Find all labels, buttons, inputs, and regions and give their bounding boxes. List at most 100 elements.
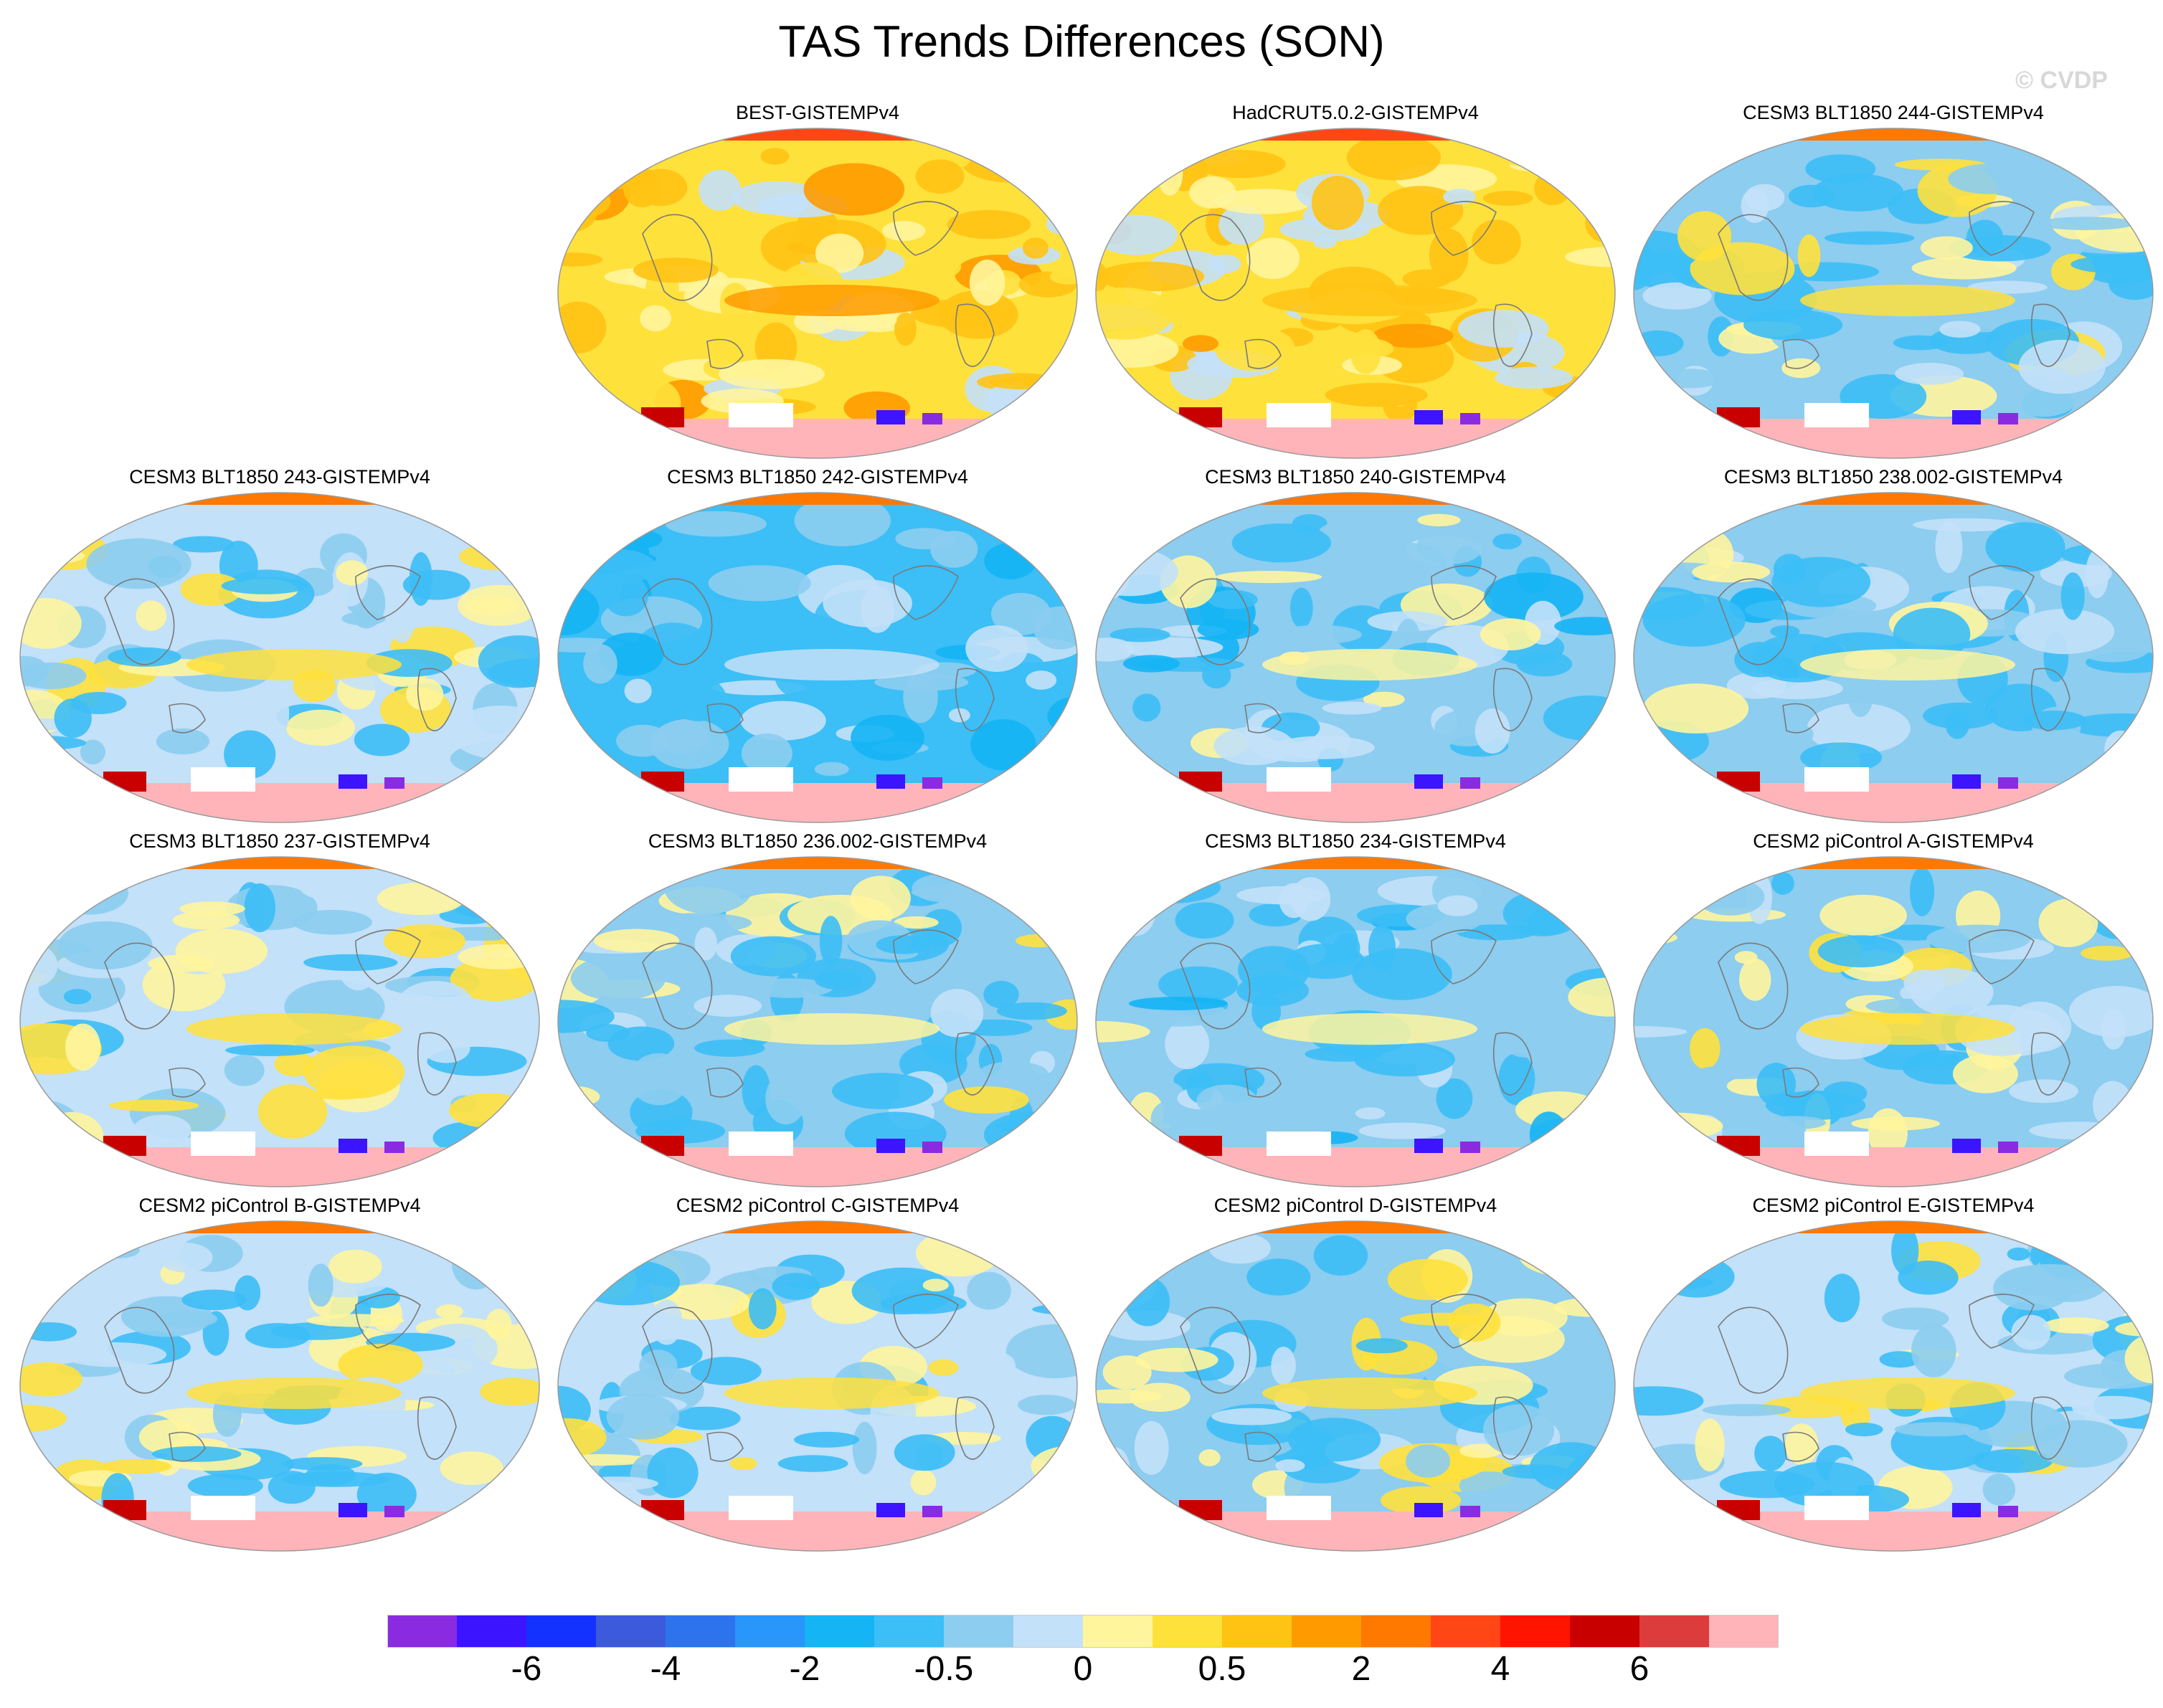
map-panel: CESM3 BLT1850 240-GISTEMPv4	[1090, 465, 1621, 830]
field-blob	[306, 1314, 404, 1327]
field-blob	[1096, 756, 1136, 785]
antarctic-band	[1634, 1512, 2153, 1551]
field-blob	[1123, 655, 1180, 673]
antarctic-blob	[876, 1503, 905, 1517]
coastline	[1244, 703, 1282, 734]
field-blob	[1157, 151, 1183, 196]
field-blob	[1130, 1382, 1191, 1412]
map-outline	[19, 856, 540, 1187]
missing-data	[729, 767, 793, 792]
coastline	[417, 1396, 457, 1460]
colorbar-swatch	[1639, 1615, 1710, 1648]
field-blob	[1202, 662, 1231, 689]
field-blob	[1634, 1276, 1714, 1289]
antarctic-band	[558, 419, 1077, 458]
colorbar-swatch	[1361, 1615, 1431, 1648]
field-blob	[1575, 293, 1615, 343]
field-blob	[690, 1357, 762, 1385]
field-blob	[1015, 934, 1061, 948]
field-blob	[1690, 1028, 1721, 1069]
field-blob	[257, 1084, 328, 1139]
antarctic-band	[1096, 1147, 1615, 1187]
field-blob	[173, 536, 235, 553]
coastline	[1492, 303, 1533, 367]
field-blob	[1096, 1238, 1150, 1261]
field-blob	[708, 565, 811, 602]
field-blob	[172, 911, 240, 930]
field-blob	[458, 584, 539, 626]
field-blob	[1893, 607, 1971, 660]
field-blob	[2037, 217, 2135, 230]
coastline	[706, 703, 744, 734]
field-blob	[20, 503, 75, 539]
field-blob	[1102, 881, 1196, 901]
field-blob	[1847, 670, 1874, 717]
coastline	[1492, 1032, 1533, 1096]
field-blob	[1443, 189, 1476, 205]
antarctic-blob	[1460, 1506, 1480, 1517]
antarctic-blob	[1717, 772, 1760, 792]
field-blob	[616, 724, 670, 757]
colorbar-swatch	[1222, 1615, 1292, 1648]
missing-data	[729, 1131, 793, 1156]
field-blob	[1475, 708, 1510, 754]
antarctic-blob	[922, 777, 942, 789]
field-blob	[1749, 1418, 1784, 1440]
field-blob	[1279, 883, 1309, 919]
field-blob	[303, 954, 398, 972]
field-blob	[1973, 1448, 2053, 1474]
coastline	[1244, 338, 1282, 369]
field-blob	[1214, 326, 1295, 371]
field-blob	[1868, 1108, 1908, 1159]
field-blob	[1657, 152, 1736, 169]
field-blob	[1096, 214, 1178, 255]
field-blob	[1416, 527, 1485, 564]
antarctic-blob	[384, 777, 404, 789]
colorbar-tick-label: 4	[1490, 1650, 1510, 1688]
field-blob	[1555, 1027, 1615, 1073]
field-blob	[186, 649, 402, 680]
field-blob	[640, 305, 671, 332]
field-blob	[1189, 176, 1236, 209]
field-blob	[450, 957, 539, 1001]
field-blob	[1800, 1377, 2015, 1409]
field-blob	[452, 1238, 501, 1290]
field-blob	[1634, 330, 1684, 356]
field-blob	[1211, 1408, 1292, 1425]
antarctic-blob	[1460, 1142, 1480, 1153]
field-blob	[982, 1352, 1016, 1379]
field-blob	[108, 1099, 199, 1111]
field-blob	[1315, 1276, 1381, 1318]
field-blob	[1634, 1386, 1704, 1416]
map-outline	[1633, 1220, 2154, 1552]
field-blob	[1096, 560, 1122, 581]
field-blob	[2108, 267, 2153, 300]
map-panel: HadCRUT5.0.2-GISTEMPv4	[1090, 100, 1621, 466]
field-blob	[558, 500, 590, 554]
field-blob	[1026, 670, 1057, 690]
field-blob	[245, 1323, 311, 1349]
field-blob	[1646, 647, 1703, 696]
field-blob	[187, 1474, 263, 1498]
field-blob	[1437, 895, 1478, 916]
field-blob	[1262, 649, 1477, 680]
field-blob	[1782, 723, 1814, 745]
field-blob	[80, 739, 105, 765]
field-blob	[742, 1065, 770, 1116]
field-blob	[895, 528, 954, 550]
field-blob	[356, 1472, 417, 1517]
field-blob	[1634, 230, 1699, 275]
colorbar-tick-label: 0	[1073, 1650, 1093, 1688]
antarctic-blob	[1414, 410, 1443, 424]
field-blob	[607, 1026, 675, 1061]
field-blob	[616, 751, 666, 770]
field-blob	[151, 1446, 242, 1462]
field-blob	[1231, 523, 1331, 563]
coastline	[642, 578, 713, 665]
field-blob	[1289, 587, 1313, 628]
antarctic-blob	[1952, 1139, 1981, 1153]
panel-title: CESM2 piControl D-GISTEMPv4	[1213, 1195, 1497, 1216]
field-blob	[894, 312, 917, 346]
field-blob	[803, 163, 905, 216]
colorbar-tick-label: 2	[1351, 1650, 1371, 1688]
